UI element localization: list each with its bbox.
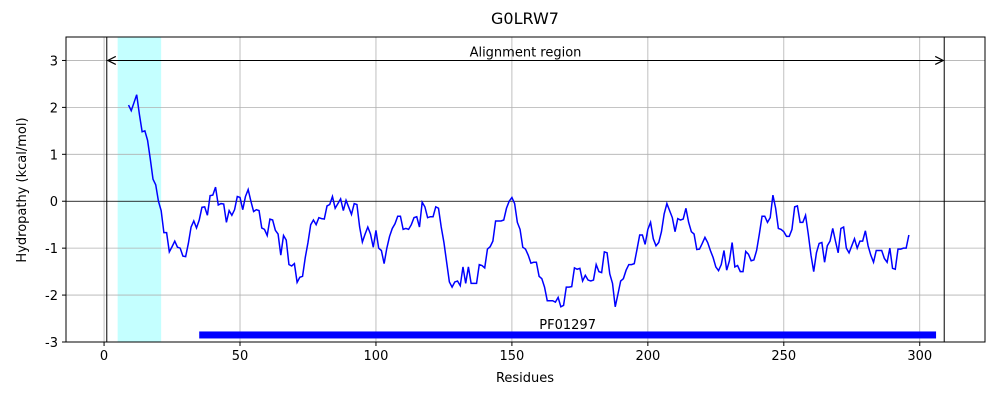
domain-bar (199, 331, 937, 339)
y-tick-label: -3 (45, 336, 58, 351)
y-tick-label: 3 (50, 54, 58, 69)
x-tick-label: 50 (232, 349, 249, 364)
y-tick-label: 2 (50, 101, 58, 116)
x-tick-label: 150 (499, 349, 524, 364)
x-tick-label: 200 (635, 349, 660, 364)
highlight-span (117, 37, 162, 342)
x-tick-label: 100 (364, 349, 389, 364)
x-tick-label: 250 (771, 349, 796, 364)
domain-label: PF01297 (539, 318, 596, 333)
y-axis-label: Hydropathy (kcal/mol) (15, 117, 30, 262)
y-tick-label: -1 (45, 242, 58, 257)
hydropathy-line (127, 94, 910, 308)
y-tick-label: 1 (50, 148, 58, 163)
arrow-label: Alignment region (470, 45, 582, 60)
y-tick-label: -2 (45, 289, 58, 304)
x-tick-label: 0 (100, 349, 108, 364)
x-tick-label: 300 (907, 349, 932, 364)
x-axis-label: Residues (496, 371, 554, 386)
chart-title: G0LRW7 (491, 9, 559, 28)
plot-frame (65, 36, 986, 343)
y-tick-label: 0 (50, 195, 58, 210)
